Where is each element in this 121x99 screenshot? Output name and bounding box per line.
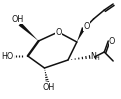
- Text: OH: OH: [12, 14, 24, 23]
- Text: OH: OH: [42, 82, 54, 91]
- Text: O: O: [109, 37, 115, 46]
- Text: O: O: [55, 28, 61, 37]
- Text: N: N: [91, 52, 96, 61]
- Text: HO: HO: [1, 51, 13, 60]
- Text: O: O: [83, 21, 90, 30]
- Polygon shape: [19, 22, 39, 41]
- Text: H: H: [95, 56, 99, 61]
- Polygon shape: [77, 27, 85, 42]
